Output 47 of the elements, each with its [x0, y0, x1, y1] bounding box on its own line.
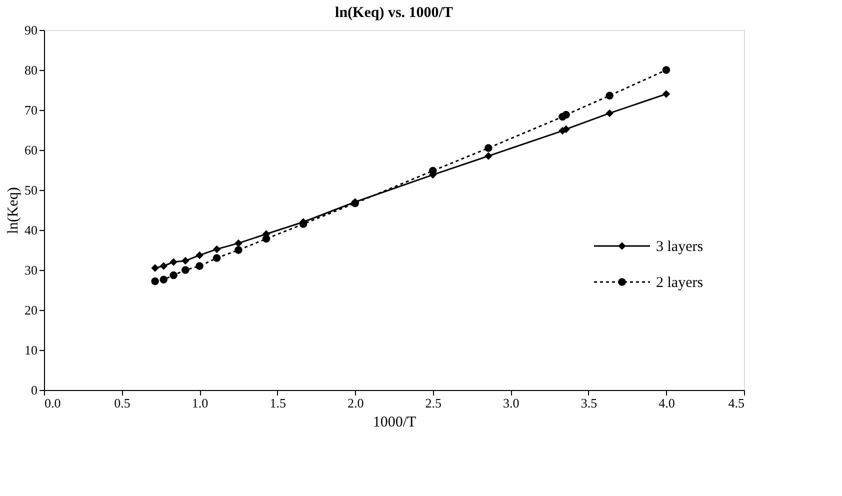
y-tick-label: 80: [24, 62, 38, 78]
x-tick-label: 3.0: [503, 396, 520, 410]
x-tick-label: 0.5: [114, 396, 130, 410]
y-tick-label: 40: [24, 222, 38, 238]
point: [562, 110, 570, 119]
chart-title: ln(Keq) vs. 1000/T: [335, 5, 453, 21]
point: [170, 258, 178, 266]
legend-label: 2 layers: [656, 275, 704, 291]
point: [182, 256, 190, 265]
point: [234, 246, 242, 254]
point: [606, 109, 614, 118]
y-tick-label: 10: [24, 342, 38, 358]
point: [234, 239, 242, 248]
point: [484, 152, 492, 160]
x-tick-label: 0.0: [44, 396, 61, 410]
point: [160, 262, 168, 270]
x-tick-label: 3.5: [580, 396, 598, 410]
y-tick-label: 60: [24, 142, 38, 158]
legend-label: 3 layers: [656, 239, 704, 255]
x-tick-label: 2.0: [347, 396, 364, 410]
x-tick-label: 1.0: [192, 396, 208, 410]
point: [196, 262, 204, 270]
x-tick-label: 4.5: [728, 396, 744, 410]
point: [662, 66, 670, 74]
x-axis-title: 1000/T: [372, 414, 416, 430]
point: [160, 276, 168, 284]
x-tick-label: 4.0: [658, 396, 675, 410]
x-tick-label: 1.5: [270, 396, 286, 410]
x-tick-label: 2.5: [425, 396, 442, 410]
point: [212, 245, 221, 254]
y-tick-label: 70: [24, 102, 38, 118]
y-tick-label: 50: [24, 182, 38, 198]
y-tick-label: 20: [24, 302, 38, 318]
point: [182, 266, 190, 274]
point: [151, 277, 159, 286]
y-axis-title: ln(Keq): [6, 187, 22, 234]
point: [662, 90, 670, 98]
point: [170, 271, 178, 280]
y-tick-label: 90: [24, 22, 38, 38]
point: [606, 92, 614, 100]
point: [262, 234, 270, 243]
point: [484, 144, 492, 152]
point: [196, 251, 204, 260]
point: [212, 254, 221, 262]
y-tick-label: 30: [24, 262, 38, 278]
y-tick-label: 0: [31, 382, 38, 398]
point: [151, 264, 159, 272]
